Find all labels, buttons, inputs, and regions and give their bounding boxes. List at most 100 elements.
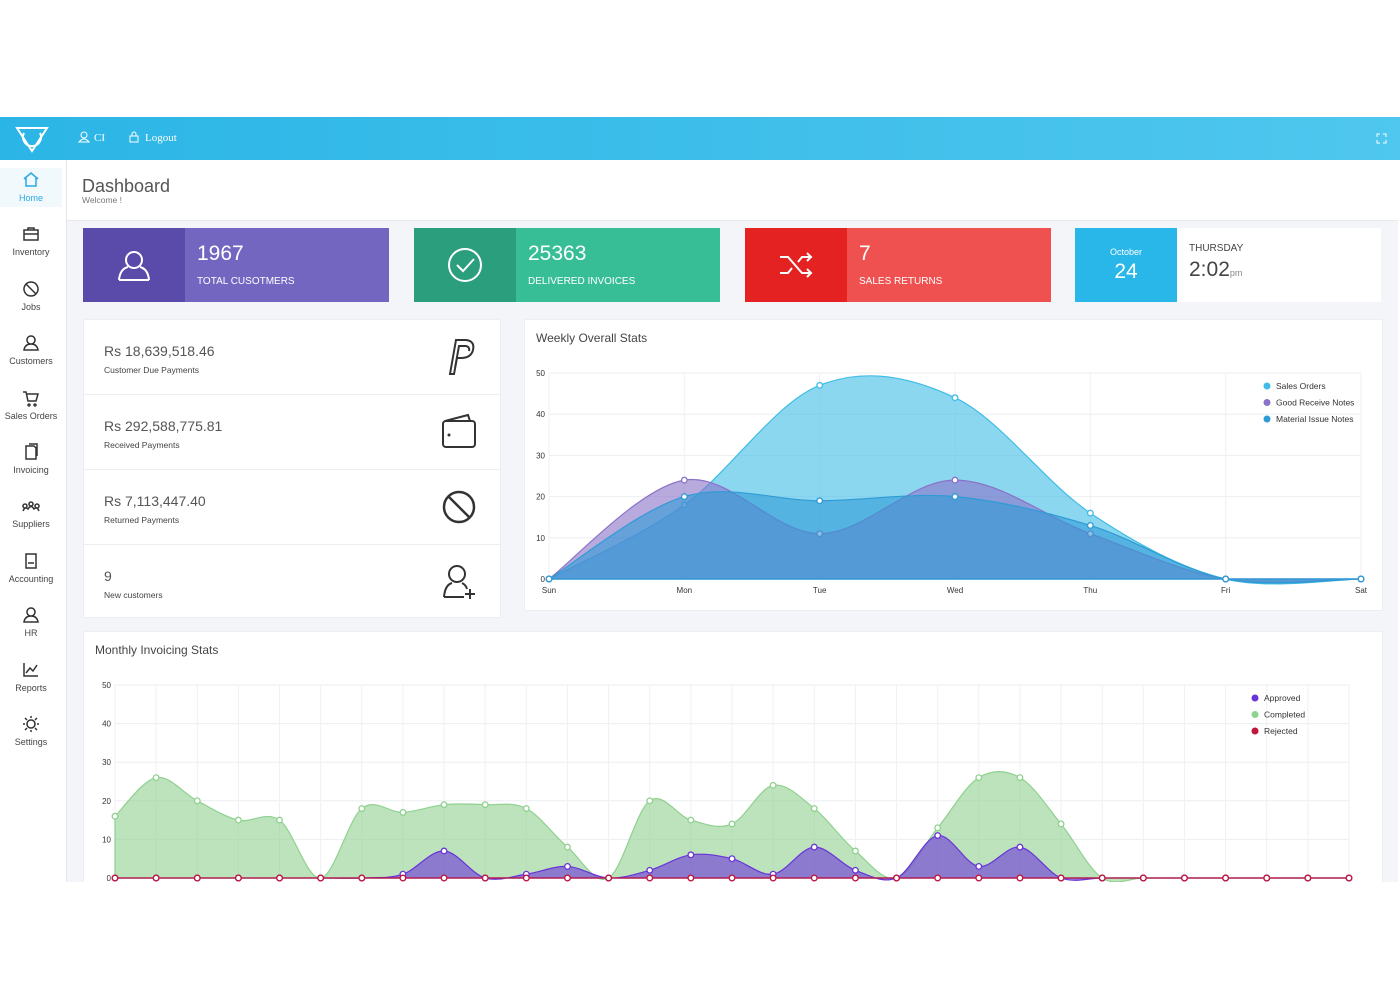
x-tick-label: Wed [947,586,963,595]
stat-value: 7 [859,242,871,265]
payment-amount: Rs 18,639,518.46 [104,343,215,359]
legend-swatch [1251,711,1259,718]
point [680,493,688,501]
point [975,874,983,882]
nav-item[interactable]: Settings [0,712,62,751]
point [810,874,818,882]
point [851,874,859,882]
y-tick-label: 50 [536,369,545,378]
nav-icon [23,662,38,677]
point [1016,774,1024,782]
point [646,797,654,805]
date-box: October 24 [1075,228,1177,302]
y-tick-label: 30 [102,758,111,767]
user-link[interactable]: CI [94,132,105,144]
point [564,874,571,882]
y-tick-label: 20 [102,797,111,806]
stat-value: 1967 [197,242,244,265]
page-header: Dashboard Welcome ! [67,160,1398,221]
point [687,874,695,882]
chart-title: Weekly Overall Stats [536,331,648,345]
stat-value: 25363 [528,242,587,265]
point [1086,509,1094,517]
nav-item[interactable]: Jobs [0,277,62,316]
logo [15,127,49,153]
ampm: pm [1229,268,1243,278]
nav-item[interactable]: Customers [0,331,62,370]
nav-icon [23,607,39,623]
point [193,797,201,805]
payments-panel: Rs 18,639,518.46 Customer Due Payments R… [83,319,501,618]
point [816,497,824,505]
nav-item[interactable]: HR [0,603,62,642]
payment-amount: Rs 292,588,775.81 [104,418,223,434]
point [440,847,448,855]
point [951,493,959,501]
stat-label: TOTAL CUSOTMERS [197,276,295,287]
y-tick-label: 10 [102,835,111,844]
point [687,851,695,859]
card-icon [745,228,847,302]
logout-link[interactable]: Logout [145,132,177,144]
time-value: 2:02 [1189,258,1230,281]
nav-label: Accounting [8,573,54,584]
sidebar: Home Inventory Jobs Customers Sales Orders In… [0,160,67,882]
point [951,476,959,484]
nav-label: Customers [9,356,53,367]
point [111,812,119,820]
legend-swatch [1263,399,1271,406]
point [399,808,407,816]
point [1086,521,1094,529]
nav-label: Jobs [21,301,41,312]
add-user-icon [443,565,475,599]
nav-icon [23,172,39,187]
lock-icon [129,131,139,143]
point [951,394,959,402]
user-icon [78,131,90,143]
point [769,874,777,882]
point [1181,874,1188,882]
paypal-icon [448,339,475,375]
point [975,774,983,782]
content: Dashboard Welcome ! 1967 TOTAL CUSOTMERS… [67,160,1398,882]
nav-item[interactable]: Invoicing [0,440,62,479]
y-tick-label: 0 [107,874,112,882]
nav-item[interactable]: Home [0,168,62,207]
legend-label: Sales Orders [1276,381,1326,391]
legend-swatch [1251,694,1259,702]
nav-item[interactable]: Inventory [0,222,62,261]
nav-label: Settings [14,737,48,747]
wallet-icon [442,413,476,448]
point [111,874,119,882]
point [1057,874,1065,882]
nav-item[interactable]: Sales Orders [0,386,62,425]
point [481,874,489,882]
point [234,874,242,882]
nav-item[interactable]: Suppliers [0,494,62,533]
weekday: THURSDAY [1189,243,1244,254]
day: 24 [1114,259,1138,283]
point [358,805,366,812]
fullscreen-button[interactable] [1376,133,1387,144]
point [317,874,325,882]
nav-label: Invoicing [13,465,49,475]
point [680,476,688,484]
card-icon [414,228,516,302]
nav-icon [23,227,39,242]
point [810,805,818,812]
nav-item[interactable]: Accounting [0,549,62,588]
point [1263,874,1271,882]
point [605,874,613,882]
point [975,862,983,870]
legend-swatch [1251,727,1259,735]
y-tick-label: 40 [536,410,545,419]
x-tick-label: Thu [1083,586,1097,595]
payment-amount: 9 [104,568,112,584]
point [816,381,824,389]
nav-item[interactable]: Reports [0,658,62,697]
point [564,843,571,851]
x-tick-label: Fri [1221,586,1231,595]
date-card: October 24 THURSDAY 2:02pm [1075,228,1381,302]
point [893,874,900,882]
